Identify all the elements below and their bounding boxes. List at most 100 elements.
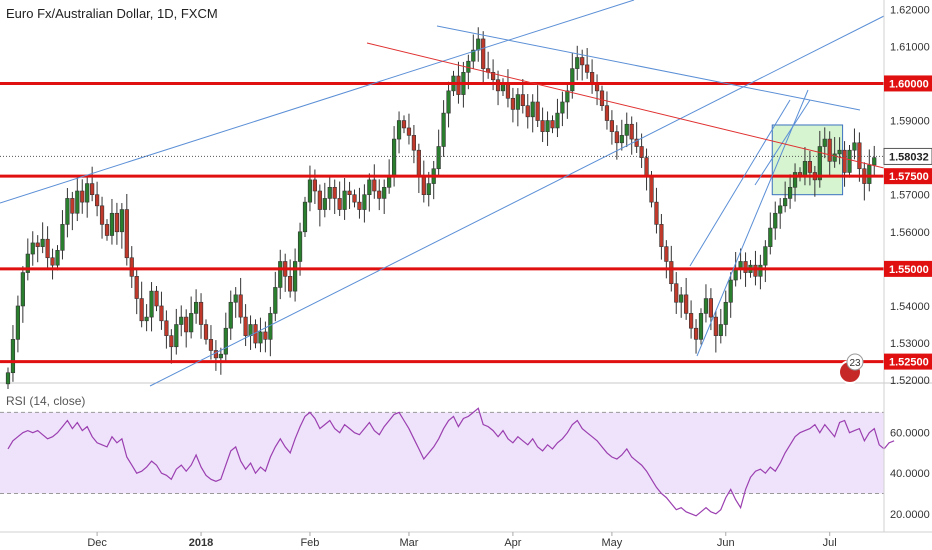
candle-body [144, 316, 149, 322]
candle [698, 308, 704, 345]
candle [194, 289, 199, 324]
candle [545, 111, 550, 146]
candle-body [362, 194, 367, 210]
candle [382, 179, 387, 214]
candle-body [406, 127, 412, 136]
candle-body [154, 290, 159, 307]
candle [555, 98, 560, 138]
candle [867, 149, 872, 192]
candle-body [372, 179, 377, 192]
time-tick-label: May [602, 537, 623, 549]
candle [179, 305, 184, 337]
candle-body [778, 205, 783, 214]
candle-body [604, 105, 610, 121]
candle-body [377, 190, 382, 199]
badge-count: 23 [849, 358, 861, 369]
candle [758, 254, 763, 290]
range-box [771, 124, 844, 196]
candle [144, 304, 149, 332]
rsi-legend: RSI (14, close) [6, 394, 86, 408]
candle [342, 178, 347, 220]
candle [510, 87, 516, 123]
candle-body [872, 157, 877, 166]
candle [302, 196, 308, 237]
candle [119, 203, 124, 249]
candle-body [743, 261, 748, 273]
candle [357, 187, 362, 219]
level-price-tag-label: 1.60000 [889, 78, 929, 90]
price-axis: 1.620001.610001.600001.590001.580001.570… [883, 0, 932, 532]
candle-body [857, 142, 862, 170]
candle [723, 290, 728, 337]
candle-body [322, 198, 327, 210]
candle [778, 198, 783, 229]
candle [184, 309, 189, 348]
candle-body [565, 90, 570, 103]
candle-body [5, 372, 11, 385]
candle [490, 59, 496, 91]
candle-body [550, 120, 555, 129]
candle-body [783, 198, 788, 207]
candle-body [619, 135, 624, 144]
time-tick-label: 2018 [189, 537, 213, 549]
candle [169, 329, 174, 364]
candle-body [560, 101, 565, 114]
candle-body [174, 324, 179, 348]
candle-body [847, 149, 852, 173]
candle [233, 287, 238, 318]
time-tick-label: Dec [87, 537, 107, 549]
price-tick-label: 1.52000 [890, 375, 930, 387]
candle-body [614, 131, 619, 144]
candle [109, 198, 115, 245]
time-tick-label: Jun [717, 537, 735, 549]
candle-body [639, 146, 644, 158]
candle [540, 107, 545, 143]
candle [411, 124, 417, 164]
candle [228, 290, 233, 340]
candle [822, 127, 827, 159]
candle [95, 181, 100, 217]
drawing-layer: 23 [0, 0, 885, 387]
time-tick-label: Apr [504, 537, 521, 549]
rsi-panel [0, 407, 895, 517]
candle-body [119, 209, 124, 233]
candle-body [50, 257, 55, 266]
candle-body [95, 194, 100, 207]
candle [481, 31, 486, 85]
candle [847, 145, 852, 178]
candle-body [238, 294, 243, 318]
candle [807, 150, 812, 186]
candle-body [327, 186, 332, 199]
candle-body [169, 335, 174, 348]
candle [297, 222, 303, 276]
candle-body [288, 276, 293, 292]
candle-body [342, 190, 347, 210]
candle-body [218, 353, 223, 359]
candle-body [659, 224, 664, 247]
candle-body [495, 79, 501, 92]
candle-body [585, 64, 590, 73]
level-price-tag [884, 353, 932, 370]
candle-body [243, 316, 248, 336]
price-tick-label: 1.61000 [890, 41, 930, 53]
candle-body [317, 190, 322, 210]
candle [208, 325, 214, 360]
candle-body [525, 105, 530, 118]
candle [114, 202, 119, 245]
candle [50, 248, 55, 280]
candle-body [827, 138, 832, 162]
trend-line [0, 0, 635, 204]
trend-line [436, 25, 861, 111]
candle-body [114, 212, 119, 233]
candle-body [733, 268, 738, 281]
candle-body [555, 112, 560, 129]
rsi-tick-label: 20.0000 [890, 509, 930, 521]
level-price-tag-label: 1.55000 [889, 264, 929, 276]
candle [401, 115, 407, 134]
candle-body [773, 212, 778, 229]
candle [129, 246, 134, 288]
candle [560, 91, 565, 127]
candle-body [426, 183, 431, 196]
candle [713, 310, 718, 353]
candle-body [802, 161, 808, 177]
